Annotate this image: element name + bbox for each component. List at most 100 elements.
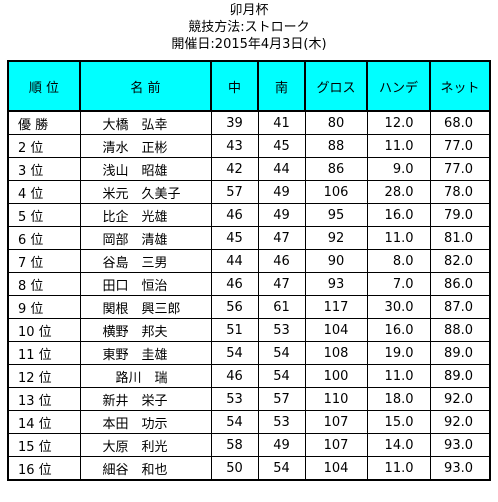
out-score-cell: 46 [210,272,259,296]
table-row: 4 位米元 久美子 57 49 106 28.0 78.0 [7,180,491,204]
column-header-rank: 順 位 [7,60,81,112]
name-cell: 岡部 清雄 [79,226,212,250]
results-table-body: 優 勝大橋 弘幸 39 41 80 12.0 68.0 2 位清水 正彬 43 45 88 11.0… [7,110,491,481]
name-cell: 米元 久美子 [79,180,212,204]
table-row: 16 位細谷 和也 50 54 104 11.0 93.0 [7,456,491,481]
name-cell: 関根 興三郎 [79,295,212,319]
gross-cell: 110 [304,387,368,411]
rank-cell: 6 位 [7,226,81,250]
gross-cell: 90 [304,249,368,273]
in-score-cell: 54 [257,364,306,388]
gross-cell: 106 [304,180,368,204]
gross-cell: 80 [304,110,368,135]
results-table-header: 順 位 名 前 中 南 グロス ハンデ ネット [7,60,491,112]
event-date: 開催日:2015年4月3日(木) [171,37,327,52]
out-score-cell: 54 [210,410,259,434]
rank-cell: 15 位 [7,433,81,457]
handicap-cell: 14.0 [366,433,431,457]
handicap-cell: 16.0 [366,318,431,342]
gross-cell: 92 [304,226,368,250]
name-cell: 比企 光雄 [79,203,212,227]
rank-cell: 優 勝 [7,110,81,135]
rank-cell: 2 位 [7,134,81,158]
net-cell: 92.0 [429,387,491,411]
in-score-cell: 45 [257,134,306,158]
in-score-cell: 49 [257,433,306,457]
name-cell: 本田 功示 [79,410,212,434]
table-row: 8 位田口 恒治 46 47 93 7.0 86.0 [7,272,491,296]
out-score-cell: 57 [210,180,259,204]
handicap-cell: 15.0 [366,410,431,434]
in-score-cell: 49 [257,180,306,204]
gross-cell: 117 [304,295,368,319]
handicap-cell: 11.0 [366,134,431,158]
in-score-cell: 54 [257,341,306,365]
in-score-cell: 61 [257,295,306,319]
page-title: 卯月杯 [229,3,269,18]
net-cell: 88.0 [429,318,491,342]
header-row: 順 位 名 前 中 南 グロス ハンデ ネット [7,60,491,112]
table-row: 7 位谷島 三男 44 46 90 8.0 82.0 [7,249,491,273]
in-score-cell: 53 [257,318,306,342]
rank-cell: 12 位 [7,364,81,388]
handicap-cell: 16.0 [366,203,431,227]
rank-cell: 8 位 [7,272,81,296]
out-score-cell: 58 [210,433,259,457]
table-row: 10 位横野 邦夫 51 53 104 16.0 88.0 [7,318,491,342]
table-row: 12 位 路川 瑞 46 54 100 11.0 89.0 [7,364,491,388]
out-score-cell: 42 [210,157,259,181]
rank-cell: 14 位 [7,410,81,434]
rank-cell: 3 位 [7,157,81,181]
gross-cell: 104 [304,318,368,342]
name-cell: 田口 恒治 [79,272,212,296]
handicap-cell: 19.0 [366,341,431,365]
column-header-name: 名 前 [79,60,212,112]
gross-cell: 86 [304,157,368,181]
handicap-cell: 11.0 [366,226,431,250]
rank-cell: 9 位 [7,295,81,319]
name-cell: 路川 瑞 [79,364,212,388]
net-cell: 93.0 [429,433,491,457]
rank-cell: 13 位 [7,387,81,411]
table-row: 2 位清水 正彬 43 45 88 11.0 77.0 [7,134,491,158]
rank-cell: 7 位 [7,249,81,273]
handicap-cell: 28.0 [366,180,431,204]
in-score-cell: 44 [257,157,306,181]
handicap-cell: 30.0 [366,295,431,319]
table-row: 15 位大原 利光 58 49 107 14.0 93.0 [7,433,491,457]
handicap-cell: 12.0 [366,110,431,135]
net-cell: 77.0 [429,157,491,181]
competition-method: 競技方法:ストローク [188,20,310,35]
gross-cell: 88 [304,134,368,158]
in-score-cell: 57 [257,387,306,411]
net-cell: 68.0 [429,110,491,135]
gross-cell: 107 [304,433,368,457]
net-cell: 89.0 [429,364,491,388]
table-row: 11 位東野 圭雄 54 54 108 19.0 89.0 [7,341,491,365]
net-cell: 87.0 [429,295,491,319]
column-header-handicap: ハンデ [366,60,431,112]
table-row: 6 位岡部 清雄 45 47 92 11.0 81.0 [7,226,491,250]
table-row: 優 勝大橋 弘幸 39 41 80 12.0 68.0 [7,110,491,135]
name-cell: 大橋 弘幸 [79,110,212,135]
name-cell: 細谷 和也 [79,456,212,481]
out-score-cell: 44 [210,249,259,273]
net-cell: 92.0 [429,410,491,434]
net-cell: 82.0 [429,249,491,273]
in-score-cell: 47 [257,226,306,250]
handicap-cell: 18.0 [366,387,431,411]
net-cell: 79.0 [429,203,491,227]
rank-cell: 10 位 [7,318,81,342]
column-header-in: 南 [257,60,306,112]
name-cell: 新井 栄子 [79,387,212,411]
gross-cell: 100 [304,364,368,388]
handicap-cell: 7.0 [366,272,431,296]
gross-cell: 108 [304,341,368,365]
table-row: 13 位新井 栄子 53 57 110 18.0 92.0 [7,387,491,411]
net-cell: 86.0 [429,272,491,296]
out-score-cell: 43 [210,134,259,158]
out-score-cell: 53 [210,387,259,411]
net-cell: 93.0 [429,456,491,481]
gross-cell: 93 [304,272,368,296]
in-score-cell: 53 [257,410,306,434]
